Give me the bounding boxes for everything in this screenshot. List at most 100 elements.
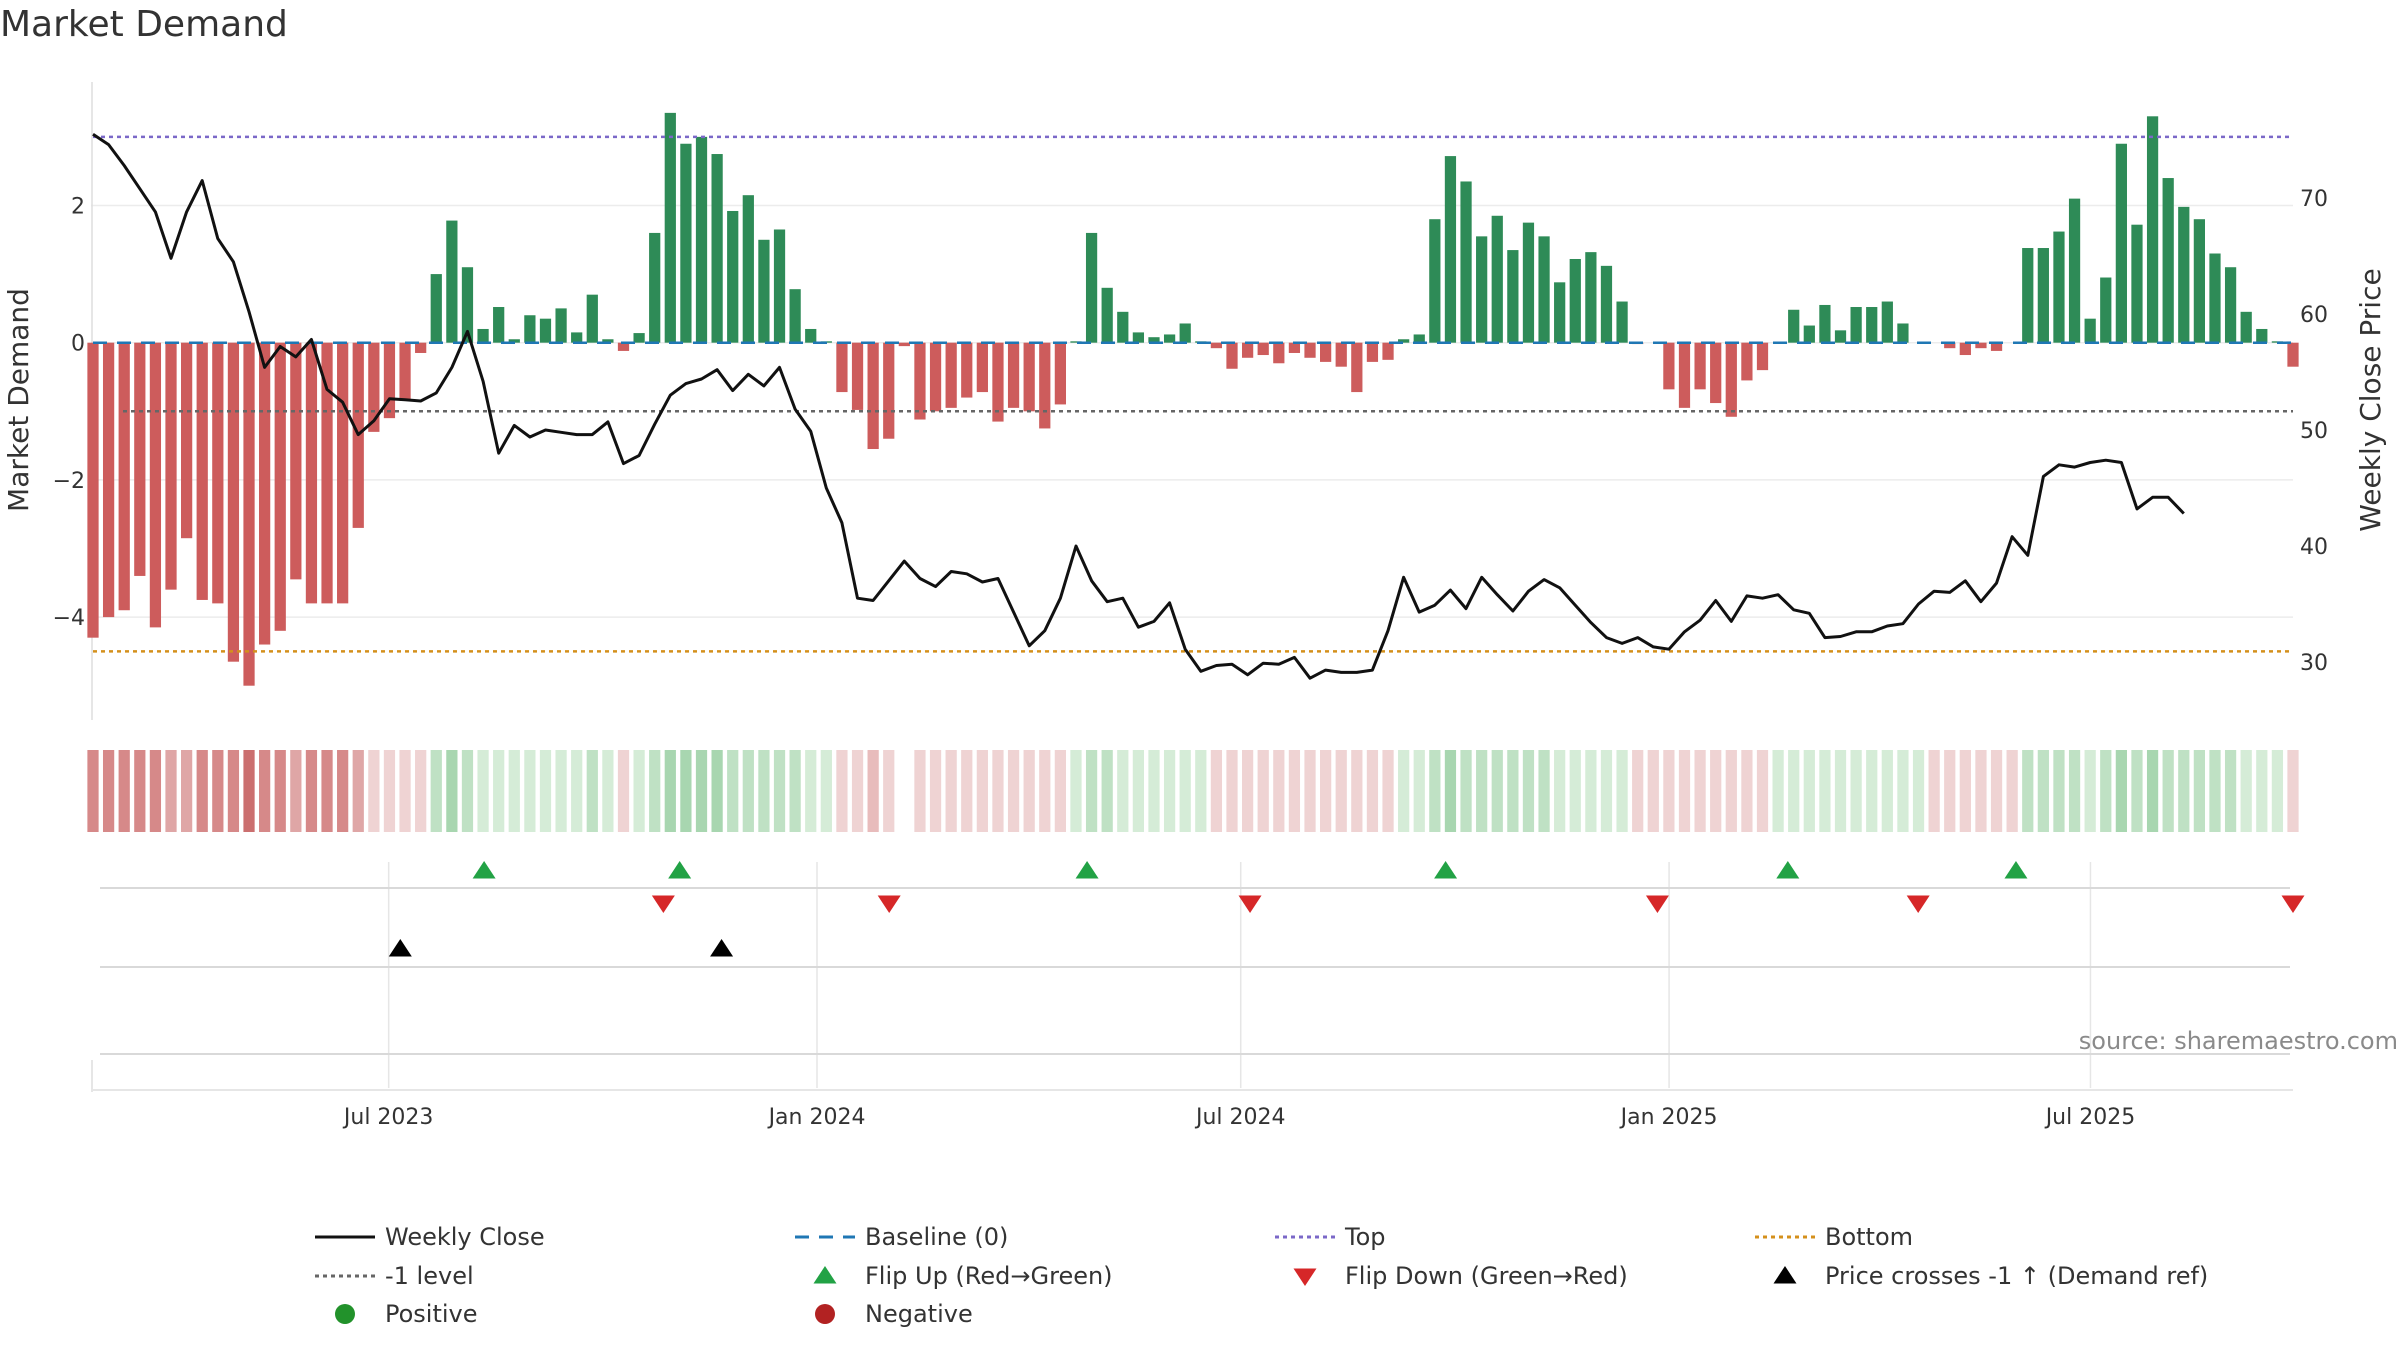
- demand-bar: [1070, 341, 1082, 343]
- demand-bar: [2162, 178, 2174, 343]
- demand-bar: [337, 342, 349, 604]
- strength-strip-cell: [1569, 750, 1581, 832]
- chart-title: Market Demand: [0, 4, 288, 45]
- demand-bar: [1257, 342, 1269, 356]
- strength-strip-cell: [1881, 750, 1893, 832]
- strength-strip-cell: [711, 750, 723, 832]
- demand-bar: [383, 342, 396, 419]
- strength-strip-cell: [399, 750, 411, 832]
- demand-bar: [2068, 198, 2081, 343]
- strength-strip-cell: [243, 750, 255, 832]
- demand-bar: [1897, 323, 1909, 343]
- strength-strip-cell: [1803, 750, 1815, 832]
- strength-strip-cell: [477, 750, 489, 832]
- strength-strip-cell: [742, 750, 754, 832]
- strength-strip-cell: [1413, 750, 1425, 832]
- strength-strip-cell: [1959, 750, 1971, 832]
- strength-strip-cell: [1039, 750, 1051, 832]
- strength-strip-cell: [1834, 750, 1847, 832]
- strength-strip-cell: [992, 750, 1004, 832]
- strength-strip-cell: [1866, 750, 1878, 832]
- strength-strip-cell: [2068, 750, 2081, 832]
- strength-strip-cell: [1320, 750, 1332, 832]
- demand-bar: [2224, 267, 2237, 343]
- demand-bar: [305, 342, 318, 604]
- strength-strip-cell: [1351, 750, 1363, 832]
- strength-strip-cell: [727, 750, 739, 832]
- strength-strip-cell: [493, 750, 505, 832]
- demand-bar: [2146, 116, 2159, 343]
- strength-strip-cell: [1007, 750, 1020, 832]
- strength-strip-cell: [1928, 750, 1940, 832]
- demand-bar: [1429, 219, 1441, 343]
- strength-strip-cell: [1491, 750, 1503, 832]
- demand-bar: [1023, 342, 1035, 412]
- strength-strip-cell: [1678, 750, 1691, 832]
- legend: Weekly Close Baseline (0) Top Bottom -1 leve…: [315, 1223, 2208, 1328]
- strength-strip-cell: [914, 750, 926, 832]
- demand-bar: [1788, 309, 1800, 343]
- strength-strip-cell: [1710, 750, 1722, 832]
- demand-bar: [914, 342, 926, 420]
- demand-bar: [929, 342, 942, 412]
- strength-strip-cell: [1944, 750, 1956, 832]
- demand-bar: [1460, 181, 1472, 343]
- strength-strip-cell: [633, 750, 645, 832]
- demand-bar: [539, 318, 552, 343]
- flip-up-marker: [1075, 861, 1099, 879]
- strength-strip-cell: [2193, 750, 2205, 832]
- strength-strip-cell: [1756, 750, 1769, 832]
- strength-strip-cell: [1366, 750, 1379, 832]
- demand-bar: [617, 342, 630, 351]
- demand-bar: [2256, 328, 2268, 343]
- flip-down-marker: [651, 895, 675, 913]
- strength-strip-cell: [368, 750, 380, 832]
- strength-strip-cell: [1101, 750, 1113, 832]
- y-tick-label-left: −4: [53, 606, 85, 631]
- y-tick-label-right: 60: [2300, 303, 2328, 328]
- demand-bar: [2178, 206, 2190, 343]
- demand-bar: [2115, 143, 2127, 343]
- demand-bar: [1834, 330, 1847, 343]
- strength-strip-cell: [2209, 750, 2221, 832]
- strength-strip-cell: [1429, 750, 1441, 832]
- strength-strip-cell: [165, 750, 177, 832]
- legend-label: Flip Up (Red→Green): [865, 1262, 1113, 1290]
- demand-bar: [992, 342, 1004, 422]
- strength-strip-cell: [961, 750, 973, 832]
- strength-strip-cell: [539, 750, 552, 832]
- demand-bar: [898, 342, 910, 347]
- x-tick-label: Jan 2024: [767, 1105, 866, 1130]
- demand-bar: [1710, 342, 1722, 404]
- x-tick-label: Jan 2025: [1619, 1105, 1718, 1130]
- y-tick-label-right: 40: [2300, 535, 2328, 560]
- demand-bar: [212, 342, 224, 604]
- price-cross-marker: [388, 939, 412, 957]
- strength-strip-cell: [2084, 750, 2096, 832]
- demand-bar: [102, 342, 115, 618]
- strength-strip-cell: [1990, 750, 2003, 832]
- demand-bar: [1741, 342, 1753, 381]
- demand-bar: [1850, 307, 1862, 343]
- demand-bar: [727, 210, 739, 343]
- strength-strip-cell: [1304, 750, 1316, 832]
- demand-bar: [321, 342, 333, 604]
- strength-strip-cell: [1632, 750, 1644, 832]
- demand-bar: [1476, 236, 1488, 343]
- strength-strip-cell: [2115, 750, 2127, 832]
- legend-label: Positive: [385, 1300, 478, 1328]
- strength-strip-cell: [851, 750, 864, 832]
- demand-bar: [1507, 250, 1519, 343]
- demand-bar: [649, 232, 661, 343]
- flip-up-marker: [668, 861, 692, 879]
- strength-strip-cell: [1585, 750, 1597, 832]
- strength-strip-cell: [1132, 750, 1145, 832]
- demand-bar: [1288, 342, 1301, 353]
- demand-bar: [1663, 342, 1675, 390]
- demand-bar: [1273, 342, 1285, 364]
- strength-strip-cell: [2131, 750, 2143, 832]
- strength-strip-cell: [945, 750, 957, 832]
- demand-bar: [664, 112, 676, 343]
- strength-strip-cell: [1476, 750, 1488, 832]
- legend-swatch-flip-down: [1293, 1268, 1317, 1286]
